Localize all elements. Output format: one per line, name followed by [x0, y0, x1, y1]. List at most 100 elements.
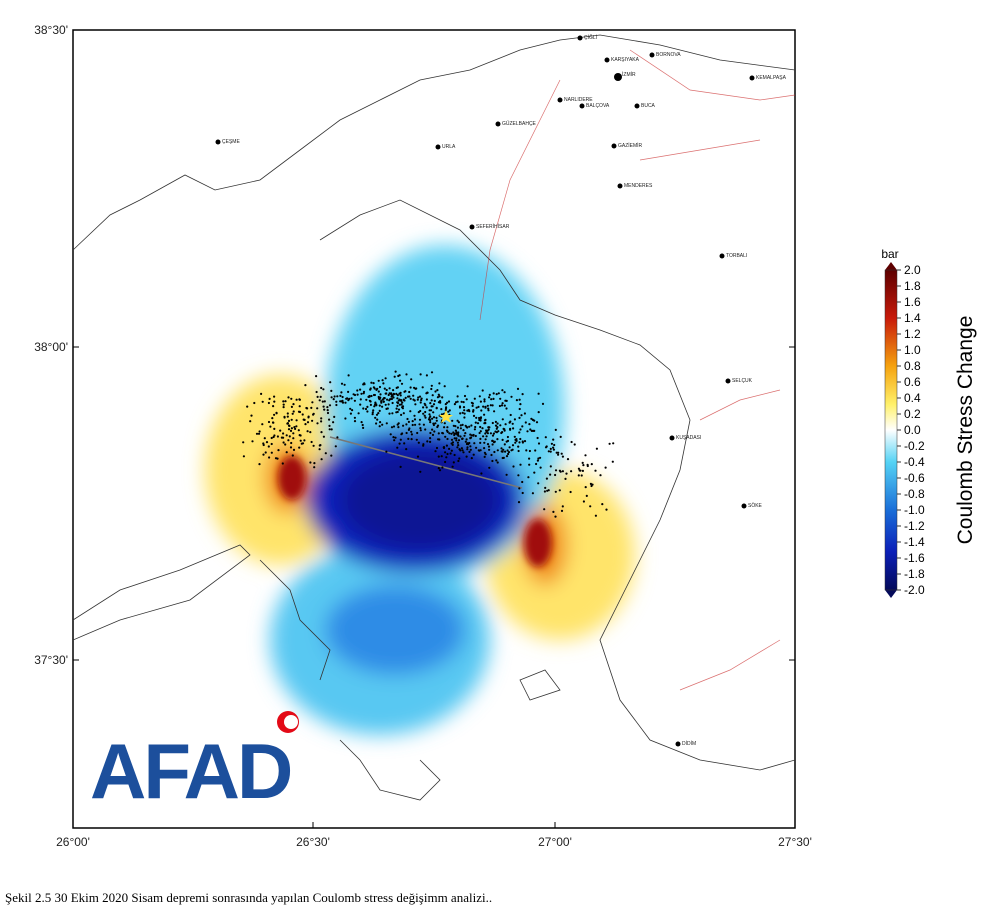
aftershock: [447, 400, 451, 403]
aftershock: [412, 394, 415, 397]
aftershock: [456, 419, 459, 422]
aftershock: [485, 435, 488, 438]
aftershock: [536, 436, 539, 440]
aftershock: [400, 413, 403, 416]
aftershock: [432, 423, 435, 427]
aftershock: [381, 379, 384, 382]
aftershock: [285, 434, 288, 437]
aftershock: [506, 435, 509, 439]
aftershock: [302, 418, 305, 421]
city-dot: [634, 103, 640, 109]
aftershock: [328, 404, 332, 407]
aftershock: [543, 508, 546, 511]
aftershock: [515, 399, 519, 402]
aftershock: [304, 384, 307, 387]
aftershock: [444, 403, 447, 406]
aftershock: [500, 431, 503, 435]
aftershock: [444, 460, 447, 464]
aftershock: [309, 431, 312, 434]
aftershock: [496, 461, 499, 464]
aftershock: [436, 425, 439, 429]
aftershock: [365, 398, 368, 401]
colorbar-tick-label: -1.4: [904, 535, 925, 549]
aftershock: [521, 440, 524, 443]
aftershock: [489, 404, 492, 407]
aftershock: [487, 445, 491, 448]
aftershock: [487, 428, 490, 431]
aftershock: [396, 386, 399, 389]
aftershock: [369, 387, 372, 390]
aftershock: [392, 425, 396, 428]
aftershock: [466, 448, 469, 451]
aftershock: [524, 421, 527, 424]
aftershock: [388, 399, 391, 402]
aftershock: [453, 453, 456, 457]
aftershock: [326, 409, 329, 412]
aftershock: [419, 429, 422, 432]
aftershock: [561, 505, 564, 508]
aftershock: [519, 403, 522, 406]
colorbar-title: Coulomb Stress Change: [954, 316, 977, 545]
aftershock: [425, 398, 428, 401]
city-dot: [617, 183, 623, 189]
city-dot: [495, 121, 501, 127]
aftershock: [514, 441, 517, 444]
aftershock: [555, 451, 558, 454]
aftershock: [489, 432, 492, 435]
aftershock: [488, 393, 491, 396]
aftershock: [422, 406, 425, 409]
aftershock: [431, 433, 435, 436]
aftershock: [298, 410, 302, 414]
aftershock: [463, 416, 466, 419]
aftershock: [491, 439, 494, 442]
aftershock: [478, 431, 481, 435]
aftershock: [490, 453, 493, 457]
aftershock: [503, 391, 506, 394]
aftershock: [349, 412, 352, 415]
aftershock: [251, 440, 254, 443]
city-dot: [469, 224, 475, 230]
lon-label: 27°00': [538, 835, 572, 849]
aftershock: [431, 417, 434, 420]
aftershock: [287, 439, 290, 442]
aftershock: [486, 443, 490, 446]
logo-text: AFAD: [90, 727, 291, 815]
aftershock: [570, 440, 573, 444]
aftershock: [530, 417, 533, 420]
aftershock: [289, 446, 293, 449]
aftershock: [569, 490, 572, 494]
aftershock: [436, 389, 439, 392]
aftershock: [282, 406, 285, 409]
aftershock: [441, 432, 445, 435]
aftershock: [282, 400, 285, 403]
aftershock: [472, 410, 475, 413]
aftershock: [435, 446, 439, 450]
aftershock: [367, 395, 370, 398]
aftershock: [332, 421, 335, 424]
aftershock: [411, 423, 414, 427]
aftershock: [500, 404, 504, 407]
aftershock: [339, 394, 342, 397]
aftershock: [396, 401, 400, 405]
aftershock: [390, 397, 393, 401]
aftershock: [585, 494, 588, 497]
city-label: TORBALI: [726, 253, 747, 259]
aftershock: [270, 436, 273, 440]
aftershock: [407, 395, 410, 398]
caption: Şekil 2.5 30 Ekim 2020 Sisam depremi son…: [5, 890, 492, 905]
aftershock: [436, 396, 439, 399]
aftershock: [447, 410, 450, 413]
aftershock: [413, 418, 417, 421]
aftershock: [505, 455, 509, 458]
aftershock: [258, 463, 261, 466]
aftershock: [455, 437, 458, 440]
aftershock: [299, 439, 302, 442]
aftershock: [414, 403, 417, 406]
aftershock: [290, 441, 293, 445]
aftershock: [300, 442, 303, 445]
aftershock: [315, 390, 318, 394]
aftershock: [306, 421, 310, 424]
aftershock: [472, 414, 476, 417]
aftershock: [481, 389, 484, 392]
aftershock: [381, 423, 384, 426]
